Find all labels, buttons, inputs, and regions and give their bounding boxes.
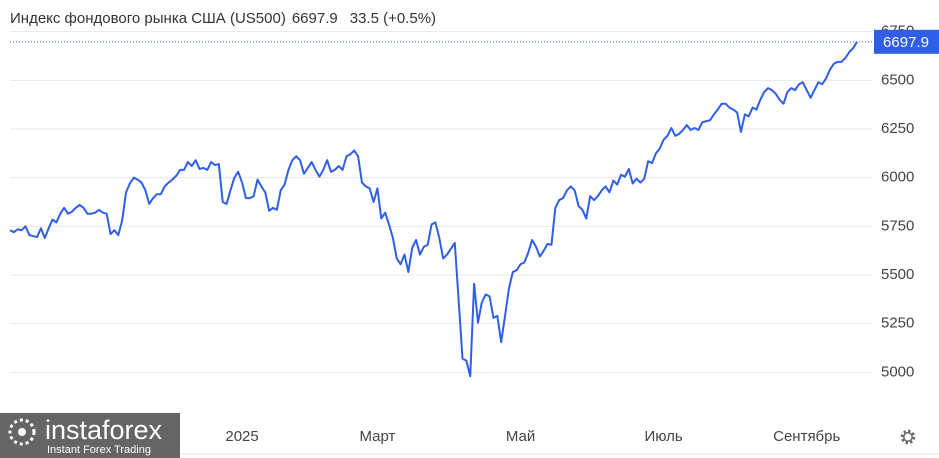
watermark-bg <box>0 413 180 458</box>
settings-icon[interactable] <box>900 429 916 445</box>
x-tick-label: Март <box>359 428 395 445</box>
last-price-tag-bg <box>874 29 939 54</box>
x-tick-label: Июль <box>644 428 682 445</box>
watermark-brand: instaforex <box>45 415 163 445</box>
y-tick-label: 5000 <box>881 363 914 380</box>
y-tick-label: 6000 <box>881 169 914 186</box>
gear-ring <box>903 432 913 442</box>
y-tick-label: 5750 <box>881 217 914 234</box>
watermark: instaforex Instant Forex Trading <box>0 413 180 458</box>
last-price-tag: 6697.9 <box>883 34 929 51</box>
y-tick-label: 5500 <box>881 266 914 283</box>
gear-teeth <box>900 429 916 445</box>
watermark-logo-dot <box>18 428 26 436</box>
price-line <box>9 41 858 378</box>
x-tick-label: 2025 <box>225 428 258 445</box>
change: 33.5 (+0.5%) <box>350 10 436 27</box>
y-tick-label: 6250 <box>881 120 914 137</box>
chart-title: Индекс фондового рынка США (US500) <box>10 10 286 27</box>
last-price: 6697.9 <box>292 10 338 27</box>
watermark-tagline: Instant Forex Trading <box>47 444 151 456</box>
x-tick-label: Сентябрь <box>773 428 840 445</box>
y-tick-label: 5250 <box>881 315 914 332</box>
y-tick-label: 6500 <box>881 71 914 88</box>
watermark-logo <box>8 418 36 446</box>
x-tick-label: Май <box>506 428 535 445</box>
